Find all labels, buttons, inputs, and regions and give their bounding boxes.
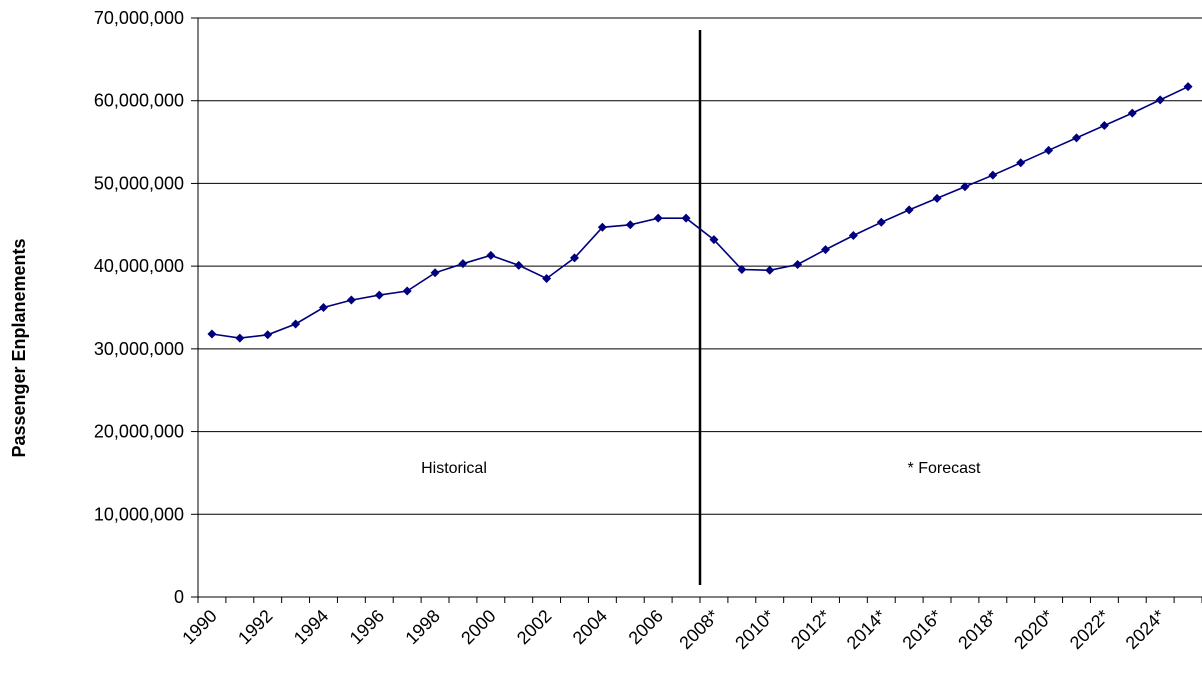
data-point [570, 253, 579, 263]
data-point [1183, 82, 1193, 92]
data-point [402, 286, 412, 296]
x-tick-label: 2008* [675, 606, 722, 653]
data-point [1099, 121, 1109, 131]
y-tick-label: 70,000,000 [94, 8, 184, 28]
data-point [653, 213, 663, 223]
y-tick-label: 10,000,000 [94, 504, 184, 524]
data-point [1155, 95, 1165, 105]
data-point [709, 235, 719, 245]
data-point [848, 231, 858, 241]
x-tick-label: 2004 [569, 606, 611, 648]
x-tick-label: 2006 [625, 606, 667, 648]
data-point [988, 170, 998, 180]
data-point [207, 329, 217, 339]
x-tick-label: 2024* [1122, 606, 1169, 653]
data-point [263, 330, 273, 340]
x-tick-label: 1998 [401, 606, 443, 648]
data-point [765, 265, 775, 275]
data-point [932, 193, 942, 203]
y-tick-label: 30,000,000 [94, 339, 184, 359]
data-point [597, 222, 607, 232]
x-tick-label: 2014* [843, 606, 890, 653]
data-point [458, 259, 468, 269]
x-tick-label: 2010* [731, 606, 778, 653]
y-tick-label: 50,000,000 [94, 173, 184, 193]
data-point [1044, 145, 1054, 155]
x-tick-label: 2020* [1010, 606, 1057, 653]
series-layer [207, 82, 1193, 343]
data-point [374, 290, 384, 300]
x-tick-label: 2018* [954, 606, 1001, 653]
data-point [737, 264, 747, 274]
data-point [1127, 108, 1137, 118]
x-tick-label: 1994 [290, 606, 332, 648]
data-point [430, 268, 440, 278]
x-tick-label: 2012* [787, 606, 834, 653]
annotation-forecast: * Forecast [908, 460, 981, 477]
data-point [876, 217, 886, 227]
y-axis-label: Passenger Enplanements [9, 238, 29, 457]
x-tick-label: 1996 [346, 606, 388, 648]
y-tick-label: 0 [174, 587, 184, 607]
y-tick-label: 20,000,000 [94, 422, 184, 442]
y-tick-label: 40,000,000 [94, 256, 184, 276]
x-tick-label: 2000 [457, 606, 499, 648]
data-point [319, 303, 328, 312]
data-point [346, 295, 356, 305]
x-tick-label: 1990 [178, 606, 220, 648]
x-tick-label: 2022* [1066, 606, 1113, 653]
data-point [542, 274, 552, 284]
data-point [1016, 158, 1026, 168]
x-tick-label: 2002 [513, 606, 555, 648]
y-tick-label: 60,000,000 [94, 91, 184, 111]
axes [191, 17, 1202, 603]
data-point [235, 333, 245, 343]
data-point [1072, 133, 1081, 143]
annotation-historical: Historical [421, 460, 487, 477]
series-line [211, 85, 1189, 339]
data-point [514, 260, 524, 270]
data-point [625, 220, 635, 230]
x-tick-label: 2016* [898, 606, 945, 653]
data-point [904, 205, 914, 215]
data-point [486, 250, 496, 260]
data-point [960, 182, 970, 192]
data-point [793, 259, 803, 269]
x-tick-label: 1992 [234, 606, 276, 648]
data-point [291, 319, 301, 329]
y-tick-labels: 0 10,000,000 20,000,000 30,000,000 40,000,00… [94, 8, 184, 607]
x-tick-labels: 1990 1992 1994 1996 1998 2000 2002 2004 2006 2008… [178, 606, 1169, 653]
data-point [681, 213, 691, 223]
data-point [821, 245, 830, 255]
